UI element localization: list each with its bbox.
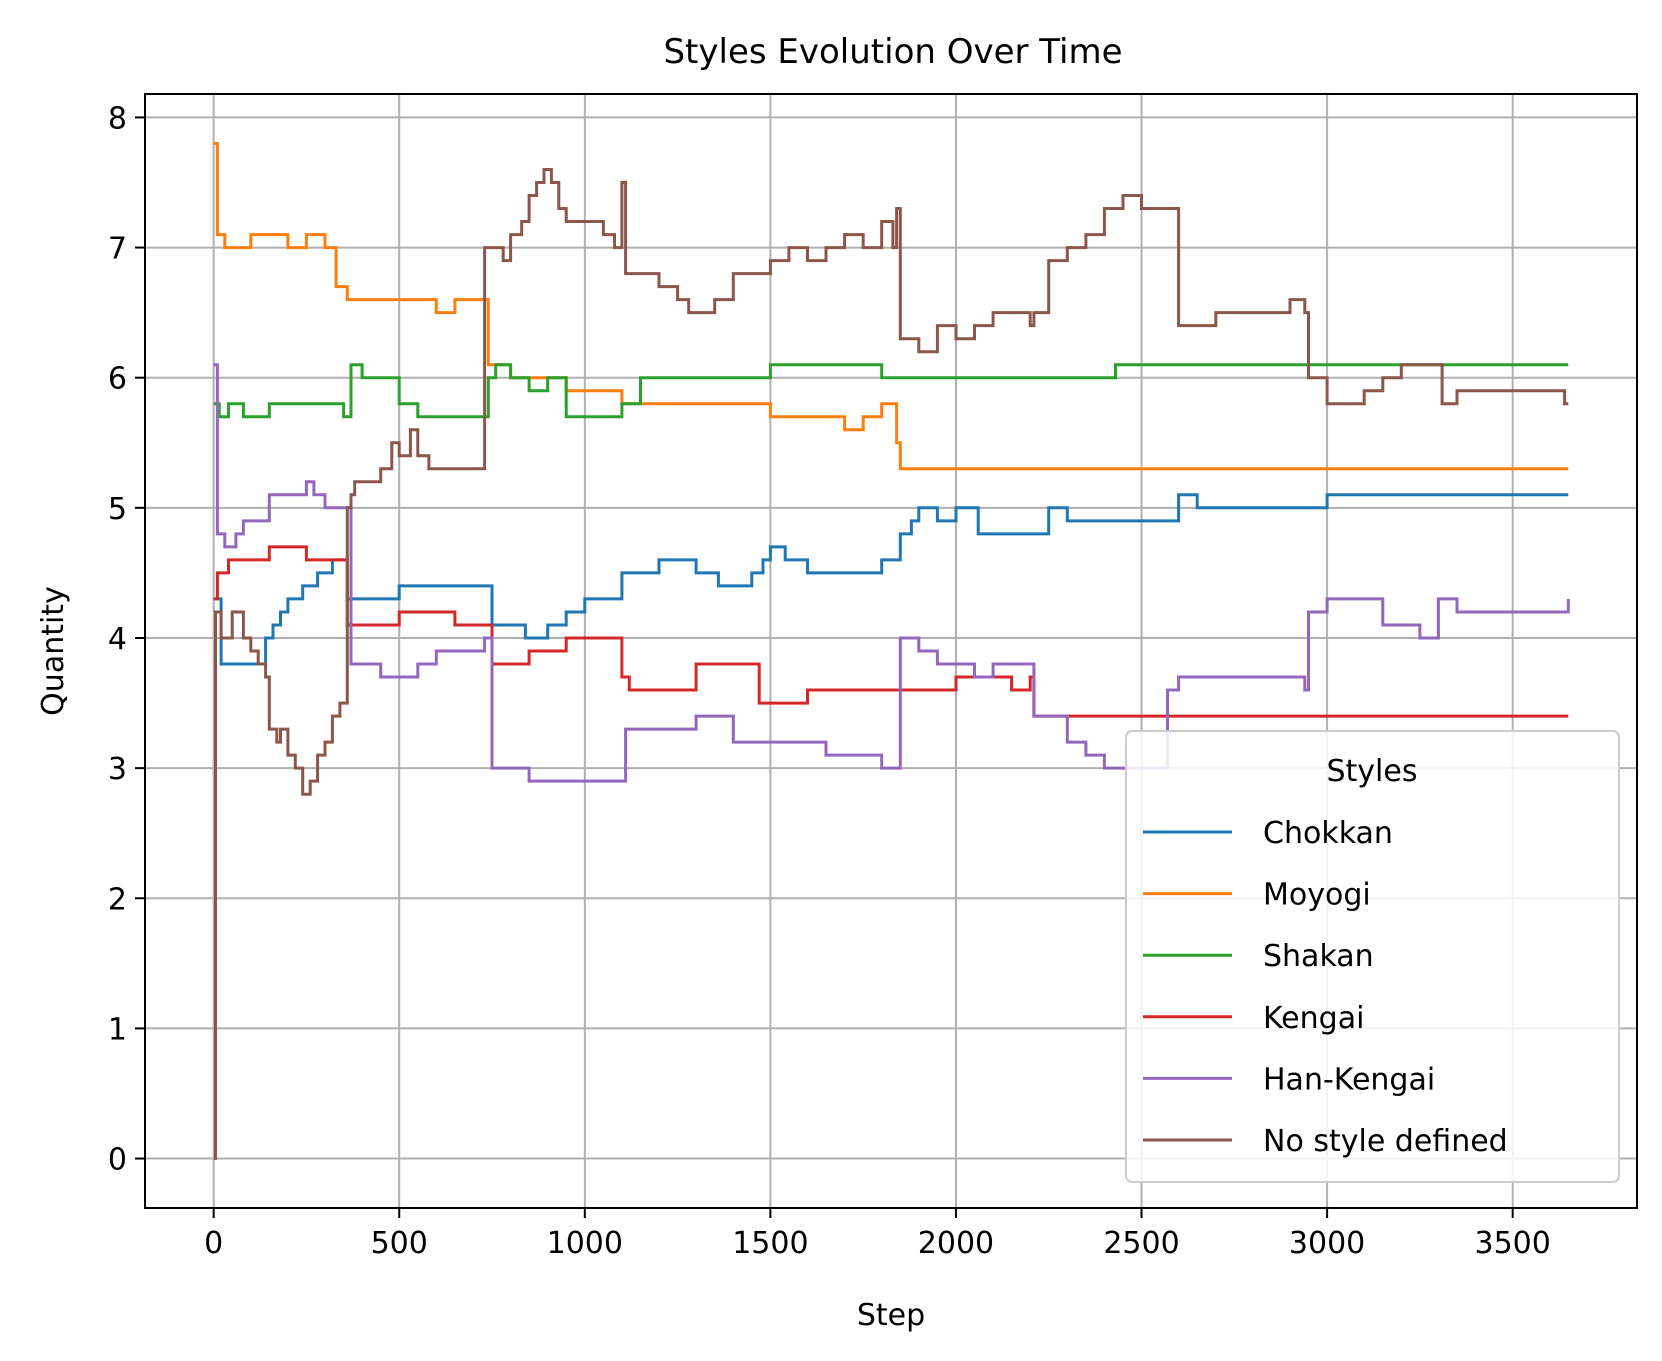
legend-item-no-style-defined: No style defined: [1143, 1124, 1508, 1159]
x-tick-label: 2000: [918, 1226, 994, 1261]
x-axis-label: Step: [857, 1298, 925, 1333]
y-tick-label: 8: [108, 101, 127, 136]
series-line-chokkan: [213, 493, 1569, 666]
series-line-shakan: [213, 363, 1569, 419]
chart-title: Styles Evolution Over Time: [663, 32, 1122, 72]
x-tick-label: 2500: [1103, 1226, 1179, 1261]
y-tick-label: 3: [108, 752, 127, 787]
legend: Styles Chokkan Moyogi Shakan Kengai Han-Keng…: [1125, 730, 1620, 1183]
legend-item-shakan: Shakan: [1143, 939, 1374, 974]
x-axis-ticks: 0 500 1000 1500 2000 2500 3000 3500: [204, 1208, 1551, 1261]
x-tick-label: 3000: [1289, 1226, 1365, 1261]
legend-item-chokkan: Chokkan: [1143, 816, 1393, 851]
x-tick-label: 1000: [547, 1226, 623, 1261]
series-line-no-style-defined: [213, 168, 1569, 1160]
legend-label: Kengai: [1263, 1001, 1364, 1036]
legend-title: Styles: [1327, 754, 1418, 789]
legend-label: Shakan: [1263, 939, 1374, 974]
y-tick-label: 2: [108, 882, 127, 917]
legend-label: Han-Kengai: [1263, 1062, 1435, 1097]
plot-area-frame: [144, 93, 1638, 1209]
y-tick-label: 1: [108, 1012, 127, 1047]
y-tick-label: 7: [108, 232, 127, 267]
legend-box: [1125, 730, 1620, 1183]
y-axis-label: Quantity: [36, 586, 71, 716]
y-tick-label: 0: [108, 1143, 127, 1178]
series-line-han-kengai: [213, 363, 1570, 783]
legend-item-moyogi: Moyogi: [1143, 878, 1371, 913]
y-axis-ticks: 0 1 2 3 4 5 6 7 8: [108, 101, 145, 1178]
x-tick-label: 500: [371, 1226, 428, 1261]
legend-label: Moyogi: [1263, 878, 1371, 913]
legend-item-kengai: Kengai: [1143, 1001, 1364, 1036]
legend-item-han-kengai: Han-Kengai: [1143, 1062, 1435, 1097]
y-tick-label: 4: [108, 622, 127, 657]
series-line-kengai: [213, 545, 1569, 718]
y-tick-label: 6: [108, 362, 127, 397]
legend-label: Chokkan: [1263, 816, 1393, 851]
x-tick-label: 0: [204, 1226, 223, 1261]
x-tick-label: 1500: [732, 1226, 808, 1261]
x-tick-label: 3500: [1474, 1226, 1550, 1261]
legend-label: No style defined: [1263, 1124, 1508, 1159]
plot-series: [213, 142, 1570, 1160]
y-tick-label: 5: [108, 492, 127, 527]
legend-entries: Chokkan Moyogi Shakan Kengai Han-Kengai No st…: [1143, 816, 1508, 1159]
